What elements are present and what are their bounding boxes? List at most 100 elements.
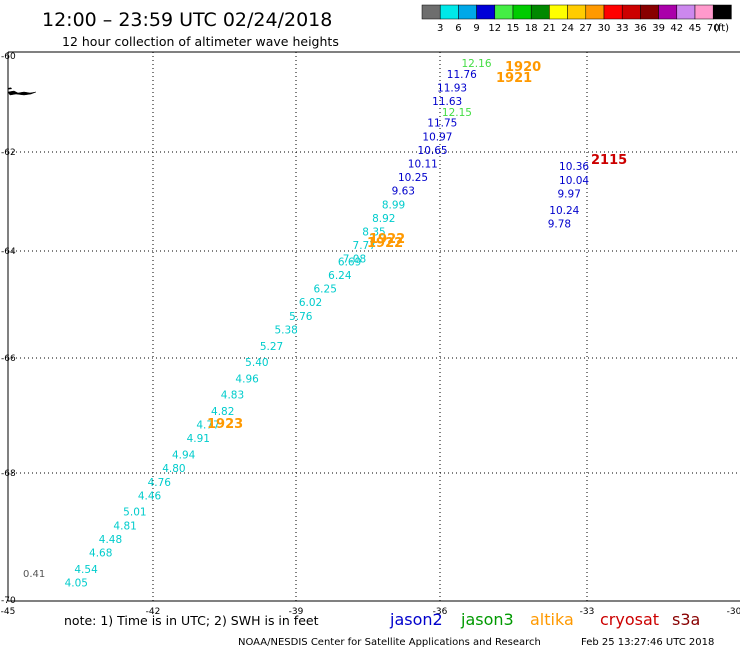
colour-scale-swatch [712,4,732,20]
satellite-name-jason3: jason3 [460,610,514,629]
map-plot-area: -45 -42 -39 -36 -33 -30 -60 -62 -64 -66 -68 -70 12.… [1,51,740,617]
colour-scale-swatch [476,4,496,20]
satellite-name-s3a: s3a [672,610,700,629]
pass-time-label: 1920 [505,60,541,75]
colour-scale-swatch [549,4,568,20]
wave-height-reading: 4.82 [211,406,234,418]
latitude-label: -60 [1,52,16,62]
colour-scale-label: 70 [707,23,720,34]
colour-scale-swatch [530,4,550,20]
latitude-label: -62 [1,148,16,158]
colour-scale-swatch [439,4,459,20]
graticule [8,52,740,601]
colour-scale-swatch [603,4,623,20]
colour-scale-label: 24 [561,23,574,34]
wave-height-reading: 4.76 [148,477,172,489]
colour-scale-label: 36 [634,23,647,34]
wave-height-reading: 11.63 [432,96,462,108]
pass-time-label: 1923 [207,417,243,432]
pass-time-label: 2115 [591,153,627,168]
colour-scale-swatch [676,4,696,20]
coastline-fragment-small [8,87,12,90]
longitude-label: -36 [433,607,448,617]
colour-scale-swatch [585,4,605,20]
footer-credit: NOAA/NESDIS Center for Satellite Applica… [238,637,541,648]
colour-scale-label: 12 [488,23,501,34]
wave-height-reading: 7.77 [353,240,376,252]
wave-height-reading: 5.76 [289,311,313,323]
colour-scale-label: 45 [689,23,702,34]
colour-scale-swatch [694,4,714,20]
latitude-label: -68 [1,469,16,479]
colour-scale-swatch [621,4,641,20]
graticule-labels: -45 -42 -39 -36 -33 -30 -60 -62 -64 -66 -68 -70 [1,52,740,617]
colour-scale-label: 30 [598,23,611,34]
wave-height-reading: 10.25 [398,172,428,184]
colour-scale-label: 9 [473,23,479,34]
wave-height-reading: 4.77 [196,420,219,432]
wave-height-reading: 9.63 [392,186,415,198]
wave-height-reading: 4.83 [221,390,244,402]
longitude-label: -45 [1,607,16,617]
map-title: 12:00 – 23:59 UTC 02/24/2018 [42,9,332,31]
wave-height-reading: 8.92 [372,213,395,225]
latitude-label: -70 [1,596,16,606]
colour-scale-label: 33 [616,23,629,34]
latitude-label: -64 [1,247,16,257]
longitude-label: -42 [146,607,161,617]
wave-height-reading: 6.69 [338,256,361,268]
latitude-label: -66 [1,354,16,364]
colour-scale-label: 39 [652,23,665,34]
longitude-label: -30 [727,607,740,617]
colour-scale-label: 42 [670,23,683,34]
colour-scale-swatch [512,4,532,20]
wave-height-reading: 9.78 [548,218,571,230]
colour-scale-swatch [640,4,659,20]
wave-height-reading: 4.46 [138,490,162,502]
wave-height-reading: 6.02 [299,297,322,309]
map-subtitle: 12 hour collection of altimeter wave hei… [62,34,339,49]
satellite-legend: jason2 jason3 altika cryosat s3a [389,610,700,629]
footer-note: note: 1) Time is in UTC; 2) SWH is in fe… [64,613,319,628]
colour-scale-unit: (ft) [714,23,729,34]
wave-height-reading: 4.54 [74,564,98,576]
colour-scale-label: 3 [437,23,443,34]
colour-scale-label: 21 [543,23,556,34]
wave-height-reading: 10.11 [408,159,438,171]
satellite-name-jason2: jason2 [389,610,443,629]
satellite-name-altika: altika [530,610,574,629]
wave-height-reading: 5.27 [260,341,283,353]
colour-scale-label: 27 [579,23,592,34]
coastline-fragment [7,90,37,96]
wave-height-reading: 4.91 [187,433,210,445]
wave-height-reading: 4.48 [99,534,122,546]
wave-height-reading: 5.40 [245,357,268,369]
wave-height-reading: 11.76 [447,69,477,81]
wave-height-reading: 4.05 [65,577,88,589]
wave-height-reading: 6.25 [314,284,337,296]
wave-height-reading: 6.24 [328,270,352,282]
colour-scale-label: 6 [455,23,461,34]
colour-scale-swatch [458,4,477,20]
pass-time-label: 1921 [496,71,532,86]
colour-scale-swatch [567,4,587,20]
wave-height-reading: 11.93 [437,82,467,94]
wave-height-reading: 4.81 [113,520,136,532]
colour-scale-swatch [494,4,514,20]
colour-scale-labels: 3 6 9 12 15 18 21 24 27 30 33 36 39 42 45 70 [437,23,720,34]
wave-height-reading: 8.99 [382,199,405,211]
wave-height-reading: 12.15 [442,107,472,119]
wave-height-reading: 10.04 [559,175,589,187]
wave-height-reading: 10.65 [418,145,448,157]
stray-reading: 0.41 [23,569,45,580]
colour-scale-label: 18 [525,23,538,34]
colour-scale-label: 15 [507,23,520,34]
wave-height-reading: 8.35 [362,227,385,239]
wave-height-reading: 4.96 [235,373,259,385]
wave-height-reading: 10.97 [422,131,452,143]
colour-scale-swatch [421,4,441,20]
wave-height-reading: 9.97 [558,188,581,200]
colour-scale-swatch [658,4,678,20]
